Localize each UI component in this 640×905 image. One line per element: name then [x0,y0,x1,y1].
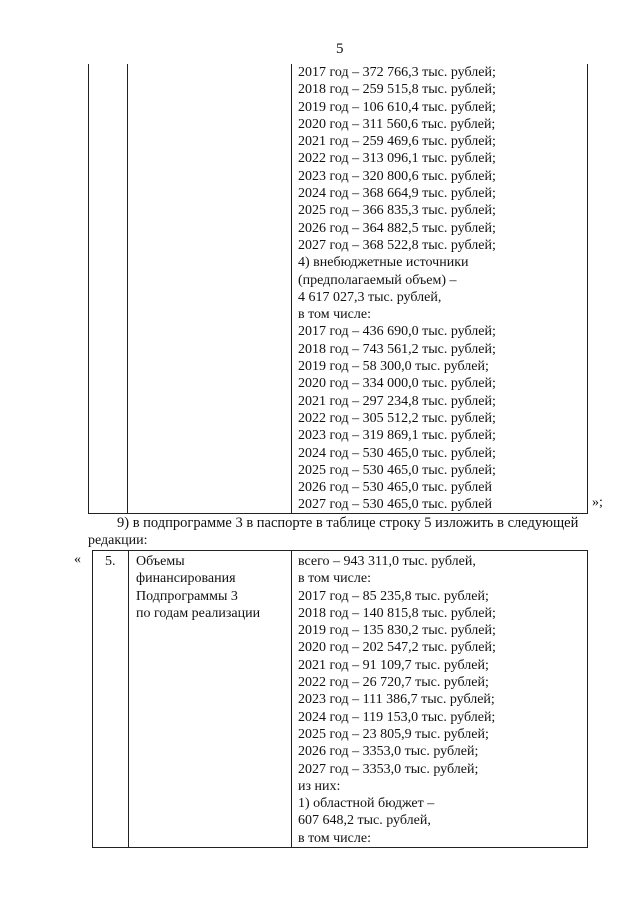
text-line: 4) внебюджетные источники [298,255,469,271]
text-line: 2027 год – 3353,0 тыс. рублей; [298,761,479,777]
text-line: 2022 год – 305 512,2 тыс. рублей; [298,410,496,426]
text-line: 2018 год – 140 815,8 тыс. рублей; [298,605,496,621]
text-line: 2026 год – 530 465,0 тыс. рублей [298,480,492,496]
text-line: 2019 год – 106 610,4 тыс. рублей; [298,99,496,115]
text-line: всего – 943 311,0 тыс. рублей, [298,554,476,569]
text-line: 607 648,2 тыс. рублей, [298,813,431,829]
row-label: Объемы финансирования Подпрограммы 3 по год… [136,553,260,622]
text-line: 2025 год – 530 465,0 тыс. рублей; [298,462,496,478]
text-line: 2019 год – 58 300,0 тыс. рублей; [298,359,489,375]
text-line: 4 617 027,3 тыс. рублей, [298,289,442,305]
text-line: 2025 год – 23 805,9 тыс. рублей; [298,726,489,742]
text-line: по годам реализации [136,605,261,621]
text-line: 2020 год – 311 560,6 тыс. рублей; [298,116,496,132]
text-line: 2021 год – 259 469,6 тыс. рублей; [298,134,496,150]
text-line: Объемы [136,554,185,569]
text-line: 2023 год – 319 869,1 тыс. рублей; [298,428,496,444]
instruction-paragraph: 9) в подпрограмме 3 в паспорте в таблице… [117,515,579,531]
text-line: 2020 год – 334 000,0 тыс. рублей; [298,376,496,392]
text-line: в том числе: [298,571,371,587]
text-line: 1) областной бюджет – [298,796,435,812]
text-line: 2021 год – 297 234,8 тыс. рублей; [298,393,496,409]
funding-table-continued: 2017 год – 372 766,3 тыс. рублей; 2018 го… [88,64,588,514]
text-line: 2020 год – 202 547,2 тыс. рублей; [298,640,496,656]
text-line: 2019 год – 135 830,2 тыс. рублей; [298,623,496,639]
text-line: 2018 год – 743 561,2 тыс. рублей; [298,341,496,357]
text-line: из них: [298,778,341,794]
instruction-paragraph-cont: редакции: [88,533,148,548]
text-line: 2027 год – 530 465,0 тыс. рублей [298,497,492,513]
text-line: в том числе: [298,830,371,846]
text-line: 2018 год – 259 515,8 тыс. рублей; [298,82,496,98]
text-line: 2023 год – 111 386,7 тыс. рублей; [298,692,495,708]
text-line: (предполагаемый объем) – [298,272,457,288]
text-line: 2022 год – 313 096,1 тыс. рублей; [298,151,496,167]
text-line: в том числе: [298,307,371,323]
text-line: 2017 год – 372 766,3 тыс. рублей; [298,65,496,80]
closing-quote: »; [592,495,603,510]
row-number: 5. [105,554,116,569]
text-line: 2026 год – 364 882,5 тыс. рублей; [298,220,496,236]
text-line: 2022 год – 26 720,7 тыс. рублей; [298,675,489,691]
text-line: 2024 год – 530 465,0 тыс. рублей; [298,445,496,461]
funding-lines: всего – 943 311,0 тыс. рублей, в том числ… [298,553,496,847]
text-line: 2024 год – 368 664,9 тыс. рублей; [298,186,496,202]
text-line: финансирования [136,571,236,587]
funding-table-row-5: 5. Объемы финансирования Подпрограммы 3 по … [92,550,588,848]
text-line: 2026 год – 3353,0 тыс. рублей; [298,744,479,760]
opening-quote: « [74,552,81,567]
text-line: 2024 год – 119 153,0 тыс. рублей; [298,709,496,725]
text-line: 2027 год – 368 522,8 тыс. рублей; [298,237,496,253]
funding-lines: 2017 год – 372 766,3 тыс. рублей; 2018 го… [298,64,496,514]
text-line: 2021 год – 91 109,7 тыс. рублей; [298,657,489,673]
text-line: 2023 год – 320 800,6 тыс. рублей; [298,168,496,184]
text-line: 2017 год – 85 235,8 тыс. рублей; [298,588,489,604]
text-line: 2025 год – 366 835,3 тыс. рублей; [298,203,496,219]
page-number: 5 [336,41,344,57]
text-line: 2017 год – 436 690,0 тыс. рублей; [298,324,496,340]
text-line: Подпрограммы 3 [136,588,238,604]
